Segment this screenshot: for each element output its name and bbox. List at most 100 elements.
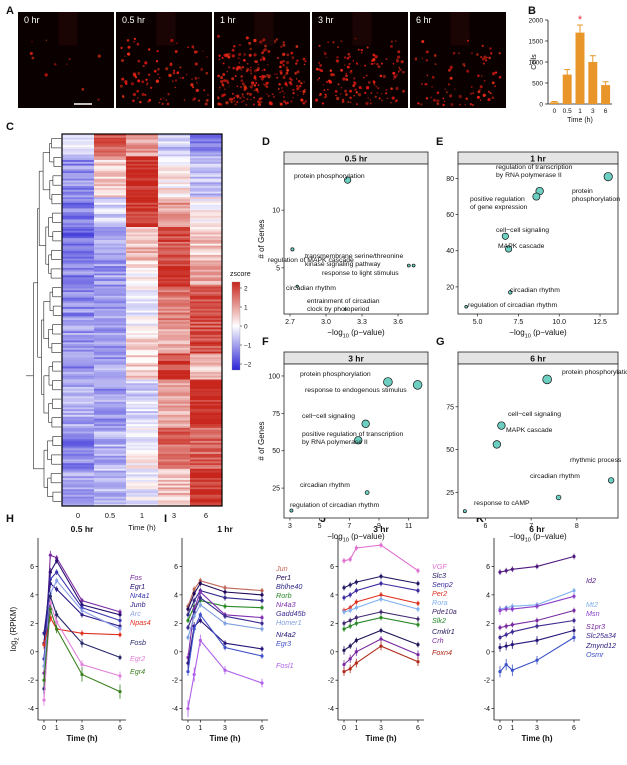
bubble-label: cell−cell signaling <box>496 227 549 234</box>
series-label: Rorb <box>276 591 292 600</box>
heat-cell <box>158 275 191 278</box>
micrograph-cell-dot <box>255 88 259 92</box>
heat-cell <box>190 295 223 298</box>
heat-cell <box>190 392 223 395</box>
y-tick-label: 4 <box>174 592 178 599</box>
heat-cell <box>62 359 95 362</box>
heat-cell <box>158 197 191 200</box>
micrograph-cell-dot <box>286 101 289 104</box>
heat-cell <box>94 266 127 269</box>
heat-cell <box>94 427 127 431</box>
micrograph-cell-dot <box>449 76 453 80</box>
heat-cell <box>94 267 127 271</box>
heat-cell <box>62 262 95 265</box>
micrograph-cell-dot <box>359 86 361 89</box>
heat-cell <box>190 325 223 328</box>
heat-cell <box>126 271 159 274</box>
series-point <box>223 604 227 608</box>
micrograph-cell-dot <box>369 99 372 101</box>
heat-cell <box>62 504 95 507</box>
series-point <box>572 628 576 633</box>
heat-cell <box>62 288 95 291</box>
heat-cell <box>126 411 159 414</box>
micrograph-cell-dot <box>136 89 140 93</box>
series-point <box>416 569 420 573</box>
series-point <box>198 613 202 617</box>
micrograph-cell-dot <box>290 51 294 55</box>
heat-cell <box>126 195 159 198</box>
micrograph-cell-dot <box>300 82 303 85</box>
heat-cell <box>158 143 191 146</box>
heat-cell <box>190 466 223 470</box>
heat-cell <box>158 174 191 178</box>
heat-cell <box>126 193 159 196</box>
heat-cell <box>190 193 223 196</box>
bar-0 <box>549 102 559 104</box>
micrograph-cell-dot <box>226 70 229 73</box>
micrograph-cell-dot <box>279 60 283 65</box>
heat-cell <box>62 219 95 222</box>
series-point <box>192 587 196 591</box>
heat-cell <box>126 483 159 486</box>
heat-cell <box>126 297 159 300</box>
legend-title: zscore <box>230 271 251 278</box>
heat-cell <box>190 476 223 479</box>
heat-cell <box>158 426 191 429</box>
heat-cell <box>62 195 95 198</box>
heat-cell <box>94 455 127 458</box>
heat-cell <box>126 186 159 189</box>
micrograph-cell-dot <box>374 55 378 59</box>
heat-cell <box>126 355 159 358</box>
heat-cell <box>126 258 159 261</box>
heat-cell <box>94 426 127 429</box>
heat-cell <box>158 492 191 496</box>
heat-cell <box>94 306 127 310</box>
heat-cell <box>62 292 95 295</box>
x-tick-label: 11 <box>405 523 412 530</box>
heat-cell <box>158 427 191 431</box>
micrograph-cell-dot <box>421 40 425 43</box>
micrograph-cell-dot <box>363 76 365 79</box>
heat-cell <box>190 199 223 202</box>
heat-cell <box>158 409 191 412</box>
heat-cell <box>158 277 191 280</box>
series-point <box>416 623 420 627</box>
bubble-point <box>505 245 513 253</box>
micrograph-cell-dot <box>395 86 399 91</box>
series-point <box>118 613 122 617</box>
micrograph-cell-dot <box>336 96 340 101</box>
heat-cell <box>158 433 191 436</box>
heat-cell <box>126 504 159 507</box>
heat-cell <box>126 479 159 483</box>
micrograph-cell-dot <box>271 93 274 96</box>
heat-cell <box>158 349 191 352</box>
series-point <box>80 641 84 645</box>
heat-cell <box>126 323 159 326</box>
series-point <box>42 678 46 682</box>
micrograph-cell-dot <box>264 44 267 48</box>
bubble-point <box>343 308 347 311</box>
micrograph-cell-dot <box>345 74 348 78</box>
heat-cell <box>126 353 159 356</box>
series-point <box>498 635 502 640</box>
series-point <box>342 627 346 631</box>
heat-cell <box>158 251 191 254</box>
micrograph-cell-dot <box>353 81 356 83</box>
series-point <box>498 670 502 674</box>
series-label: Homer1 <box>276 618 302 627</box>
heat-cell <box>190 372 223 375</box>
micrograph-cell-dot <box>296 59 299 62</box>
heat-cell <box>62 143 95 146</box>
micrograph-row: 0 hr 0.5 hr 1 hr 3 hr 6 hr <box>18 12 506 108</box>
micrograph-cell-dot <box>285 71 289 75</box>
micrograph-cell-dot <box>217 74 220 78</box>
heat-cell <box>62 455 95 458</box>
micrograph-cell-dot <box>170 38 174 43</box>
heat-cell <box>190 398 223 401</box>
micrograph-cell-dot <box>283 100 286 104</box>
series-label: Id2 <box>586 576 596 585</box>
y-tick-label: 50 <box>446 447 454 454</box>
heat-cell <box>158 411 191 414</box>
series-point <box>379 543 383 547</box>
